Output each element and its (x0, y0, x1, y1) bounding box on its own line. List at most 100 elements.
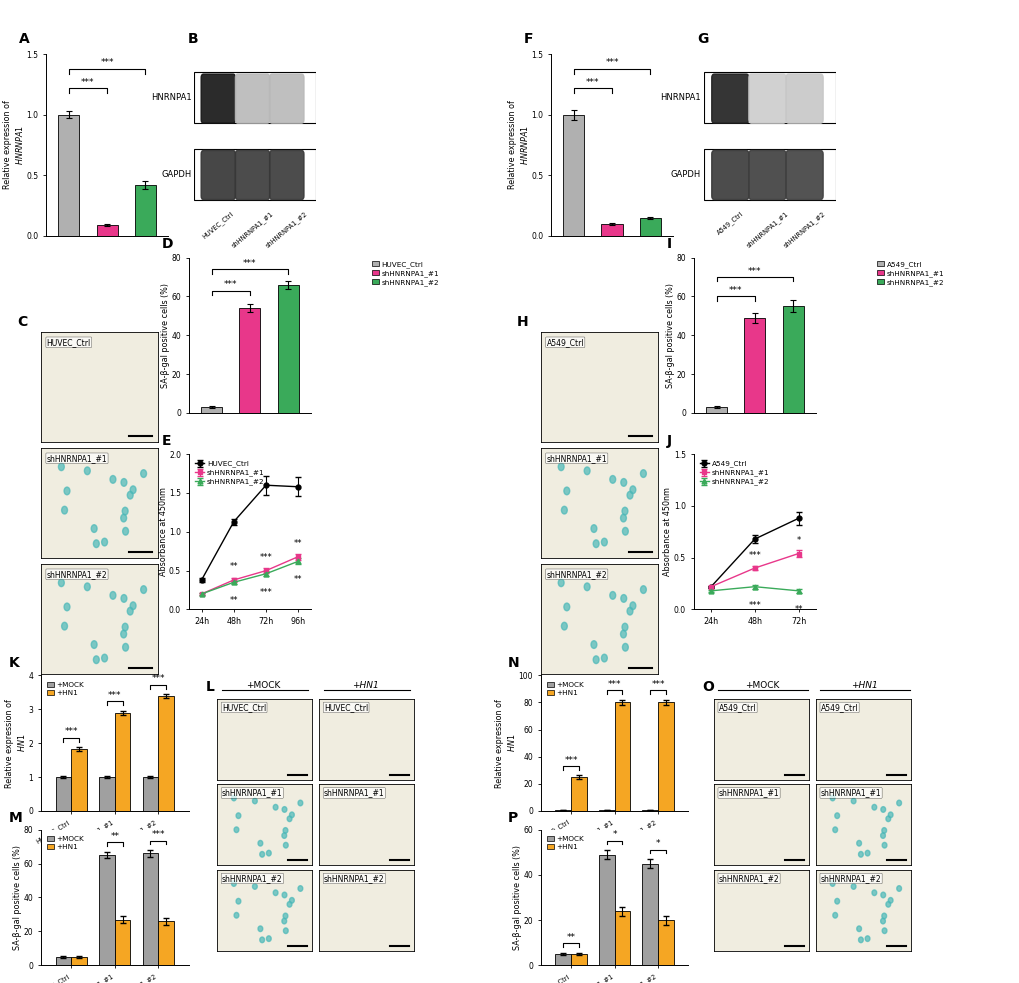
Ellipse shape (829, 881, 835, 887)
Y-axis label: Relative expression of
$\it{HNRNPA1}$: Relative expression of $\it{HNRNPA1}$ (3, 100, 24, 190)
Ellipse shape (622, 623, 628, 631)
Ellipse shape (881, 913, 886, 919)
Legend: A549_Ctrl, shHNRNPA1_#1, shHNRNPA1_#2: A549_Ctrl, shHNRNPA1_#1, shHNRNPA1_#2 (873, 259, 946, 289)
Ellipse shape (593, 540, 598, 548)
Text: HUVEC_Ctrl: HUVEC_Ctrl (324, 703, 368, 712)
Bar (194, 148, 316, 200)
Text: shHNRNPA1_#2: shHNRNPA1_#2 (546, 570, 606, 579)
Ellipse shape (231, 795, 236, 801)
Ellipse shape (601, 539, 606, 546)
Ellipse shape (127, 607, 133, 615)
Bar (55, 956, 71, 965)
Bar (277, 285, 299, 413)
FancyBboxPatch shape (748, 150, 786, 200)
Ellipse shape (622, 528, 628, 535)
FancyBboxPatch shape (201, 74, 235, 123)
Text: C: C (17, 315, 28, 328)
Ellipse shape (557, 463, 564, 471)
Ellipse shape (282, 893, 286, 897)
Ellipse shape (102, 539, 107, 546)
Text: M: M (8, 811, 22, 825)
Text: shHNRNPA1_#2: shHNRNPA1_#2 (47, 570, 107, 579)
Ellipse shape (879, 833, 884, 838)
Ellipse shape (590, 525, 596, 533)
Ellipse shape (253, 884, 257, 890)
Text: J: J (666, 434, 672, 448)
Ellipse shape (858, 937, 862, 943)
FancyBboxPatch shape (748, 74, 786, 123)
Ellipse shape (61, 506, 67, 514)
Text: A549_Ctrl: A549_Ctrl (546, 338, 584, 347)
Bar (562, 115, 584, 236)
Ellipse shape (888, 812, 893, 818)
Ellipse shape (122, 623, 128, 631)
Ellipse shape (122, 528, 128, 535)
Legend: +MOCK, +HN1: +MOCK, +HN1 (45, 834, 88, 853)
FancyBboxPatch shape (235, 74, 269, 123)
Text: +MOCK: +MOCK (246, 681, 280, 690)
Text: L: L (206, 680, 215, 694)
Text: ***: *** (108, 691, 121, 700)
Text: A549_Ctrl: A549_Ctrl (820, 703, 858, 712)
Ellipse shape (289, 897, 294, 903)
Ellipse shape (266, 850, 271, 856)
Text: GAPDH: GAPDH (671, 170, 700, 179)
Ellipse shape (564, 488, 570, 494)
Text: ***: *** (224, 280, 237, 289)
Text: shHNRNPA1_#1: shHNRNPA1_#1 (546, 454, 606, 463)
Ellipse shape (94, 656, 99, 664)
Text: shHNRNPA1_#2: shHNRNPA1_#2 (718, 874, 779, 883)
Text: E: E (162, 434, 171, 448)
Ellipse shape (58, 579, 64, 587)
Text: ***: *** (607, 680, 621, 689)
Ellipse shape (260, 937, 264, 943)
Ellipse shape (851, 798, 855, 804)
Ellipse shape (130, 602, 136, 609)
Bar (158, 921, 173, 965)
FancyBboxPatch shape (711, 74, 748, 123)
Text: GAPDH: GAPDH (161, 170, 192, 179)
Ellipse shape (886, 816, 890, 822)
Text: ***: *** (604, 58, 619, 67)
Ellipse shape (833, 827, 837, 833)
Ellipse shape (266, 936, 271, 942)
Bar (135, 185, 156, 236)
Ellipse shape (627, 492, 633, 499)
Y-axis label: Absorbance at 450nm: Absorbance at 450nm (158, 488, 167, 576)
Text: shHNRNPA1_#2: shHNRNPA1_#2 (264, 210, 309, 250)
Ellipse shape (871, 804, 876, 810)
Ellipse shape (64, 604, 70, 610)
Ellipse shape (858, 851, 862, 857)
Text: shHNRNPA1_#1: shHNRNPA1_#1 (324, 788, 384, 797)
Text: A549_Ctrl: A549_Ctrl (715, 210, 744, 237)
Ellipse shape (298, 886, 303, 892)
Bar (71, 956, 87, 965)
Ellipse shape (234, 827, 238, 833)
Bar (99, 855, 114, 965)
Text: ***: *** (64, 727, 77, 736)
Ellipse shape (283, 842, 288, 848)
Text: I: I (666, 237, 672, 252)
Ellipse shape (287, 901, 291, 907)
Bar (705, 407, 727, 413)
Text: +HN1: +HN1 (352, 681, 378, 690)
Ellipse shape (110, 476, 116, 484)
Ellipse shape (120, 514, 126, 522)
Text: shHNRNPA1_#2: shHNRNPA1_#2 (222, 874, 282, 883)
Ellipse shape (120, 630, 126, 638)
Ellipse shape (834, 898, 839, 904)
Ellipse shape (856, 840, 861, 846)
Bar (158, 696, 173, 811)
FancyBboxPatch shape (786, 74, 822, 123)
Text: **: ** (794, 605, 802, 613)
Ellipse shape (896, 886, 901, 892)
Bar (703, 148, 836, 200)
Ellipse shape (121, 595, 126, 603)
Ellipse shape (609, 592, 615, 600)
Text: ***: *** (260, 553, 272, 562)
Ellipse shape (85, 583, 90, 591)
Text: HUVEC_Ctrl: HUVEC_Ctrl (47, 338, 91, 347)
Ellipse shape (235, 898, 240, 904)
Bar (571, 777, 586, 811)
Ellipse shape (622, 507, 628, 515)
